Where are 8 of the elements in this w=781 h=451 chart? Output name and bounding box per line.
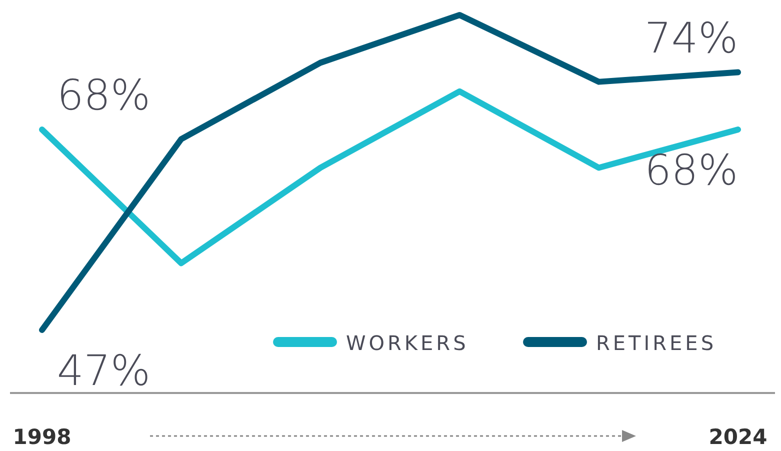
data-label: 74% <box>644 13 738 62</box>
data-label: 47% <box>57 346 150 395</box>
data-label: 68% <box>57 70 150 120</box>
x-tick-label: 2024 <box>708 425 768 449</box>
x-tick-label: 1998 <box>12 425 72 449</box>
legend-label: RETIREES <box>596 331 717 355</box>
legend-label: WORKERS <box>346 331 469 355</box>
data-label: 68% <box>644 146 738 195</box>
